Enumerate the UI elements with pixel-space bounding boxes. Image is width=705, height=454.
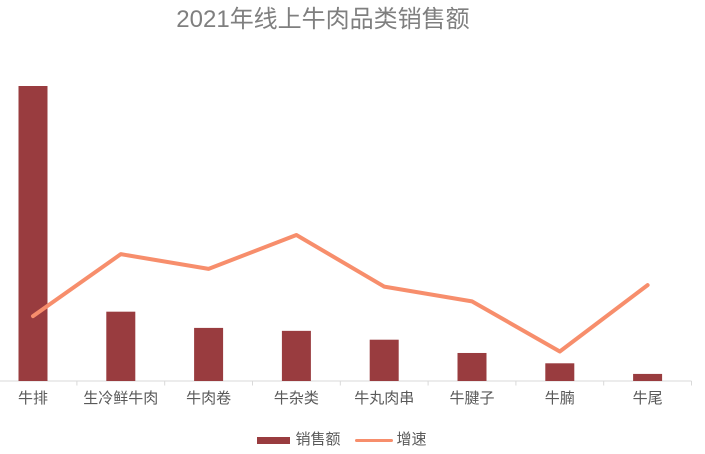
x-axis-label: 牛丸肉串 — [354, 390, 414, 407]
sales-bar — [18, 86, 48, 381]
legend: 销售额 增速 — [0, 431, 684, 449]
x-axis-label: 牛肉卷 — [186, 390, 231, 407]
sales-bar — [633, 373, 663, 381]
sales-growth-chart: 牛排 生冷鲜牛肉 牛肉卷 牛杂类 牛丸肉串 牛腱子 牛腩 牛尾 — [0, 86, 692, 407]
x-axis-label: 牛杂类 — [274, 390, 319, 407]
chart-title: 2021年线上牛肉品类销售额 — [176, 6, 470, 33]
x-axis-label: 牛腱子 — [449, 390, 494, 407]
growth-line — [31, 232, 650, 354]
x-axis-label: 牛尾 — [633, 390, 663, 407]
legend-growth-label: 增速 — [396, 431, 427, 448]
legend-sales-label: 销售额 — [295, 431, 341, 448]
sales-bar — [194, 327, 224, 381]
x-axis-label: 生冷鲜牛肉 — [83, 390, 158, 407]
sales-bar — [369, 339, 399, 381]
sales-bar-swatch — [257, 436, 291, 444]
legend-item-sales: 销售额 — [257, 431, 341, 449]
sales-bar — [106, 311, 136, 381]
legend-item-growth: 增速 — [354, 431, 427, 449]
sales-bar — [457, 352, 487, 381]
x-axis-label: 牛腩 — [545, 390, 575, 407]
sales-bar — [281, 330, 311, 381]
sales-bar — [545, 363, 575, 381]
growth-line-swatch — [354, 438, 393, 442]
x-axis-label: 牛排 — [18, 390, 48, 407]
